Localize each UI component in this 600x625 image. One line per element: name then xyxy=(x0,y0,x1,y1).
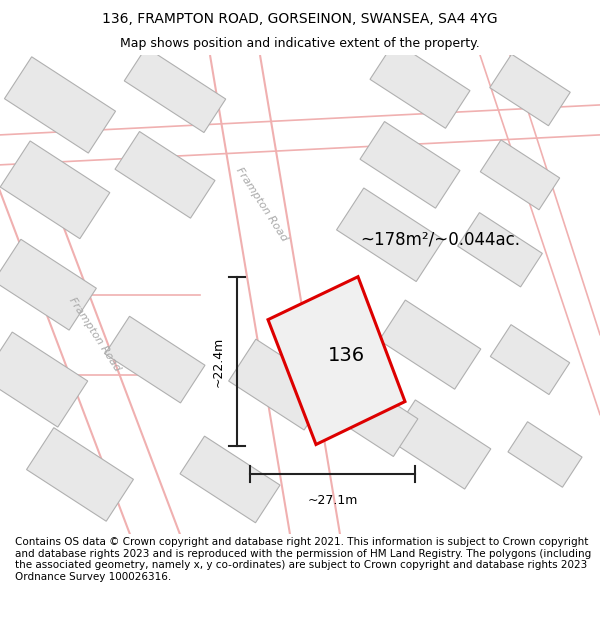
Polygon shape xyxy=(26,428,133,521)
Polygon shape xyxy=(4,57,116,153)
Polygon shape xyxy=(490,54,570,126)
Polygon shape xyxy=(360,121,460,208)
Text: Contains OS data © Crown copyright and database right 2021. This information is : Contains OS data © Crown copyright and d… xyxy=(15,537,591,582)
Text: Frampton Road: Frampton Road xyxy=(67,296,122,373)
Polygon shape xyxy=(379,300,481,389)
Polygon shape xyxy=(370,42,470,128)
Polygon shape xyxy=(0,332,88,427)
Polygon shape xyxy=(105,316,205,403)
Polygon shape xyxy=(115,131,215,218)
Text: ~22.4m: ~22.4m xyxy=(212,336,225,387)
Text: Map shows position and indicative extent of the property.: Map shows position and indicative extent… xyxy=(120,38,480,51)
Polygon shape xyxy=(480,140,560,210)
Polygon shape xyxy=(180,436,280,522)
Polygon shape xyxy=(229,339,331,430)
Polygon shape xyxy=(124,48,226,132)
Polygon shape xyxy=(322,372,418,456)
Text: Frampton Road: Frampton Road xyxy=(235,166,290,244)
Polygon shape xyxy=(0,239,97,330)
Polygon shape xyxy=(337,188,443,281)
Text: ~178m²/~0.044ac.: ~178m²/~0.044ac. xyxy=(360,231,520,249)
Polygon shape xyxy=(458,213,542,287)
Text: 136: 136 xyxy=(328,346,365,365)
Polygon shape xyxy=(0,141,110,239)
Polygon shape xyxy=(508,422,582,488)
Polygon shape xyxy=(389,400,491,489)
Polygon shape xyxy=(268,277,405,444)
Text: 136, FRAMPTON ROAD, GORSEINON, SWANSEA, SA4 4YG: 136, FRAMPTON ROAD, GORSEINON, SWANSEA, … xyxy=(102,12,498,26)
Polygon shape xyxy=(490,324,570,394)
Text: ~27.1m: ~27.1m xyxy=(307,494,358,508)
